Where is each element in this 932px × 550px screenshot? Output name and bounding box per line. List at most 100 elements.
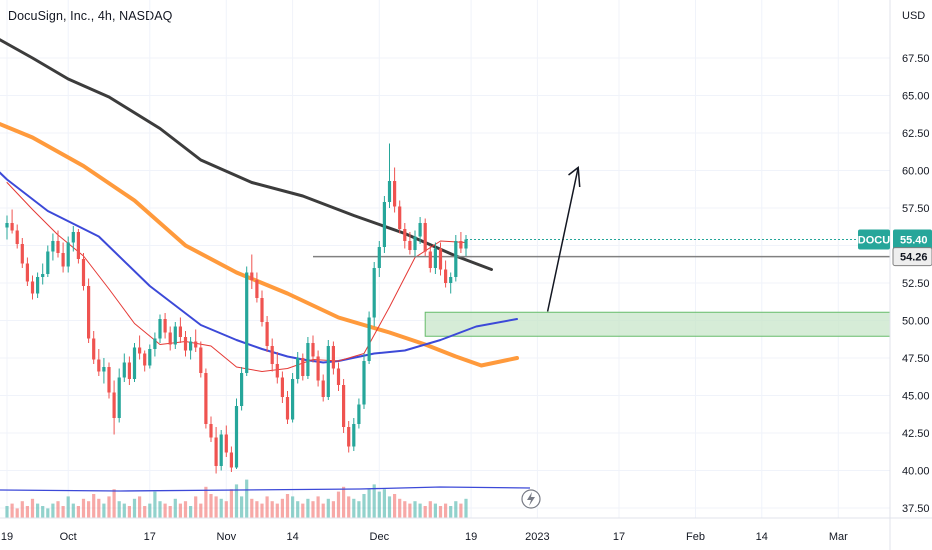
candle-body: [413, 236, 417, 250]
candle-body: [347, 427, 351, 447]
volume-bar: [240, 496, 244, 518]
x-tick-label: Feb: [686, 531, 705, 543]
candle-body: [5, 223, 9, 228]
current-price-tag[interactable]: [893, 229, 932, 250]
candle-body: [97, 359, 101, 372]
currency-label: USD: [902, 10, 925, 22]
volume-bar: [377, 491, 381, 518]
candle-body: [122, 362, 126, 378]
level-tag[interactable]: [892, 247, 932, 267]
volume-bar: [234, 484, 239, 518]
candle-body: [285, 397, 290, 420]
volume-bar: [280, 498, 284, 518]
volume-bar: [464, 498, 468, 518]
candle-body: [87, 286, 91, 339]
volume-bar: [107, 496, 111, 518]
volume-bar: [5, 506, 9, 518]
volume-bar: [153, 491, 157, 518]
x-tick-label: 2023: [525, 531, 549, 543]
sma100-line: [0, 121, 519, 368]
candle-body: [311, 343, 315, 357]
volume-bar: [387, 496, 392, 518]
volume-bar: [138, 496, 142, 518]
volume-bar: [418, 503, 422, 518]
volume-bar: [301, 503, 305, 518]
candle-body: [194, 341, 198, 348]
volume-bar: [97, 498, 101, 518]
x-tick-label: Dec: [370, 531, 390, 543]
y-tick-label: 45.00: [902, 391, 930, 403]
candle-body: [464, 239, 468, 249]
candle-body: [403, 229, 407, 241]
volume-bar: [51, 503, 55, 518]
candle-body: [20, 244, 24, 264]
volume-bar: [454, 501, 458, 518]
volume-bar: [76, 506, 80, 518]
volume-bar: [214, 496, 218, 518]
candle-body: [240, 373, 244, 406]
volume-bar: [433, 503, 437, 518]
candle-body: [377, 247, 381, 268]
candle-body: [408, 241, 412, 250]
x-tick-label: Mar: [829, 531, 848, 543]
candle-body: [352, 424, 356, 447]
volume-bar: [158, 501, 162, 518]
support-zone: [424, 311, 891, 337]
volume-bar: [285, 494, 290, 518]
y-tick-label: 62.50: [902, 128, 930, 140]
candle-body: [112, 392, 116, 418]
x-tick-label: 19: [1, 531, 13, 543]
sma20-line: [6, 182, 467, 372]
volume-bar: [10, 503, 14, 518]
chart-title: DocuSign, Inc., 4h, NASDAQ: [8, 9, 173, 23]
candle-body: [138, 347, 142, 354]
x-tick-label: 14: [756, 531, 768, 543]
candle-body: [428, 251, 432, 268]
candle-body: [398, 206, 402, 229]
x-tick-label: 19: [465, 531, 477, 543]
candle-body: [433, 248, 437, 268]
candle-body: [367, 317, 371, 361]
y-tick-label: 50.00: [902, 316, 930, 328]
volume-bar: [209, 494, 213, 518]
candle-body: [81, 259, 86, 286]
volume-bar: [321, 503, 325, 518]
ticker-tag-label: DOCU: [858, 235, 890, 247]
x-tick-label: 17: [144, 531, 156, 543]
volume-bar: [311, 501, 315, 518]
candle-body: [245, 272, 249, 373]
candle-body: [71, 232, 75, 243]
x-tick-label: 17: [613, 531, 625, 543]
candle-body: [326, 346, 330, 397]
candle-body: [255, 280, 259, 298]
volume-bar: [372, 484, 376, 518]
volume-bar: [178, 503, 182, 518]
candle-body: [265, 322, 269, 346]
ticker-tag[interactable]: [858, 229, 890, 250]
candle-body: [306, 343, 310, 376]
candle-body: [46, 251, 50, 274]
candle-body: [163, 319, 167, 333]
candle-body: [199, 347, 203, 373]
candle-body: [148, 349, 152, 366]
volume-bar: [127, 506, 131, 518]
volume-bar: [296, 501, 300, 518]
projection-arrow-head: [568, 166, 581, 188]
candle-body: [41, 274, 45, 277]
volume-bar: [183, 501, 188, 518]
volume-bar: [255, 501, 259, 518]
volume-bar: [357, 501, 361, 518]
candle-body: [438, 248, 443, 270]
candle-body: [296, 358, 300, 379]
volume-bar: [331, 501, 335, 518]
volume-bar: [15, 508, 19, 518]
candle-body: [342, 385, 346, 427]
volume-bar: [270, 501, 274, 518]
volume-bar: [382, 489, 386, 518]
volume-bar: [71, 503, 75, 518]
volume-bar: [132, 498, 137, 518]
candle-body: [387, 181, 392, 202]
candle-body: [275, 364, 279, 378]
candle-body: [393, 181, 397, 207]
